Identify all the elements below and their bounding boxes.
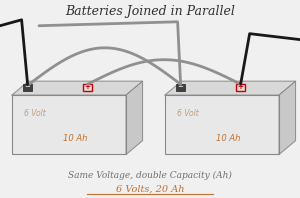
Text: 6 Volt: 6 Volt xyxy=(177,109,199,118)
Text: 10 Ah: 10 Ah xyxy=(62,134,87,143)
FancyBboxPatch shape xyxy=(12,95,126,154)
Text: +: + xyxy=(238,84,244,90)
Text: Batteries Joined in Parallel: Batteries Joined in Parallel xyxy=(65,5,235,18)
Text: −: − xyxy=(178,84,184,90)
FancyBboxPatch shape xyxy=(165,95,279,154)
Polygon shape xyxy=(12,81,142,95)
Polygon shape xyxy=(279,81,296,154)
FancyBboxPatch shape xyxy=(176,84,185,91)
FancyBboxPatch shape xyxy=(83,84,92,91)
Text: +: + xyxy=(85,84,91,90)
Polygon shape xyxy=(165,81,296,95)
Text: Same Voltage, double Capacity (Ah): Same Voltage, double Capacity (Ah) xyxy=(68,171,232,180)
Text: −: − xyxy=(25,84,31,90)
Polygon shape xyxy=(126,81,142,154)
Text: 6 Volts, 20 Ah: 6 Volts, 20 Ah xyxy=(116,185,184,194)
Text: 10 Ah: 10 Ah xyxy=(215,134,240,143)
Text: 6 Volt: 6 Volt xyxy=(24,109,46,118)
FancyBboxPatch shape xyxy=(236,84,245,91)
FancyBboxPatch shape xyxy=(23,84,32,91)
